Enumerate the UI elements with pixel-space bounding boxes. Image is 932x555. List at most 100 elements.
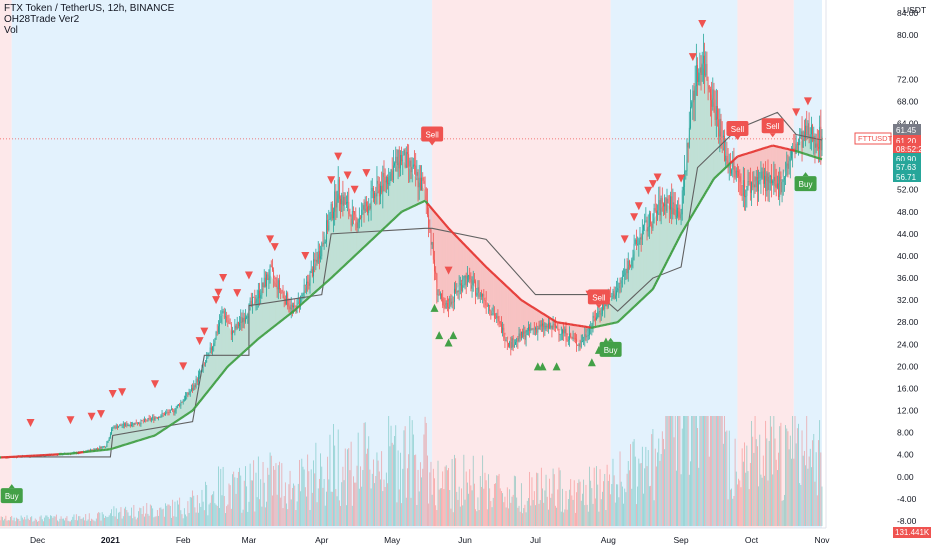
ma-segment	[715, 176, 716, 177]
volume-bar	[199, 503, 200, 526]
candle-body	[478, 287, 479, 292]
volume-bar	[132, 518, 133, 526]
candle-body	[714, 89, 715, 99]
ma-segment	[372, 238, 373, 239]
ma-segment	[358, 252, 359, 253]
candle-body	[562, 330, 563, 334]
volume-bar	[398, 450, 399, 526]
candle-body	[240, 317, 241, 323]
cloud-segment	[207, 359, 208, 393]
volume-bar	[77, 520, 78, 526]
volume-bar	[569, 490, 570, 526]
cloud-segment	[236, 327, 237, 358]
candle-body	[334, 191, 335, 211]
ma-segment	[406, 209, 407, 210]
candle-body	[361, 210, 362, 218]
candle-body	[420, 178, 421, 190]
volume-bar	[654, 500, 655, 526]
volume-bar	[411, 498, 412, 526]
volume-bar	[568, 499, 569, 526]
ma-segment	[255, 341, 256, 342]
cloud-segment	[346, 209, 347, 264]
ma-segment	[554, 321, 555, 322]
volume-bar	[796, 443, 797, 526]
volume-bar	[468, 494, 469, 526]
symbol-title[interactable]: FTX Token / TetherUS, 12h, BINANCE	[4, 3, 174, 14]
candle-body	[620, 283, 621, 284]
volume-bar	[361, 487, 362, 526]
volume-bar	[63, 519, 64, 526]
volume-bar	[757, 446, 758, 526]
time-axis-bg	[0, 528, 826, 550]
volume-bar	[529, 472, 530, 526]
candle-body	[97, 448, 98, 449]
volume-bar	[402, 469, 403, 526]
candle-body	[250, 301, 251, 304]
volume-bar	[786, 429, 787, 526]
volume-bar	[681, 474, 682, 526]
cloud-segment	[517, 296, 518, 338]
candle-body	[651, 224, 652, 228]
candle-body	[708, 79, 709, 85]
ma-segment	[439, 217, 440, 218]
candle-body	[802, 131, 803, 147]
candle-body	[246, 317, 247, 318]
ma-segment	[700, 200, 701, 202]
volume-bar	[325, 506, 326, 526]
candle-body	[239, 323, 240, 326]
ma-segment	[345, 264, 346, 265]
ma-segment	[446, 226, 447, 227]
volume-bar	[177, 500, 178, 526]
ma-segment	[699, 202, 700, 204]
candle-body	[803, 131, 804, 147]
ma-segment	[523, 301, 524, 302]
ma-segment	[365, 245, 366, 246]
time-tick-label: Dec	[30, 535, 46, 545]
volume-bar	[523, 508, 524, 526]
ma-segment	[331, 277, 332, 278]
volume-bar	[800, 485, 801, 526]
volume-bar	[54, 516, 55, 526]
candle-body	[411, 161, 412, 173]
volume-bar	[233, 472, 234, 526]
candle-body	[472, 285, 473, 288]
volume-bar	[414, 455, 415, 526]
candle-body	[763, 172, 764, 184]
volume-bar	[225, 513, 226, 526]
volume-bar	[466, 472, 467, 526]
volume-bar	[453, 512, 454, 526]
candle-body	[779, 176, 780, 197]
candle-body	[354, 211, 355, 214]
candle-body	[217, 332, 218, 333]
volume-bar	[283, 508, 284, 526]
candle-body	[650, 213, 651, 224]
volume-bar	[497, 476, 498, 526]
candle-body	[497, 316, 498, 318]
candle-body	[683, 187, 684, 190]
volume-bar	[264, 483, 265, 526]
volume-bar	[367, 449, 368, 526]
ma-segment	[720, 172, 721, 173]
candle-body	[597, 311, 598, 317]
ma-segment	[539, 311, 540, 312]
indicator-title[interactable]: OH28Trade Ver2	[4, 14, 174, 25]
ma-segment	[490, 270, 491, 271]
ma-segment	[511, 290, 512, 291]
volume-title[interactable]: Vol	[4, 25, 174, 36]
volume-bar	[338, 430, 339, 526]
candle-body	[573, 338, 574, 339]
volume-bar	[522, 513, 523, 526]
candle-body	[810, 134, 811, 137]
candle-body	[304, 285, 305, 294]
volume-bar	[684, 416, 685, 526]
ma-segment	[727, 165, 728, 166]
ma-segment	[633, 307, 634, 308]
candle-body	[557, 328, 558, 330]
ma-segment	[155, 435, 156, 436]
candle-body	[279, 280, 280, 289]
cloud-segment	[227, 321, 228, 367]
volume-bar	[90, 521, 91, 526]
cloud-segment	[635, 247, 636, 305]
